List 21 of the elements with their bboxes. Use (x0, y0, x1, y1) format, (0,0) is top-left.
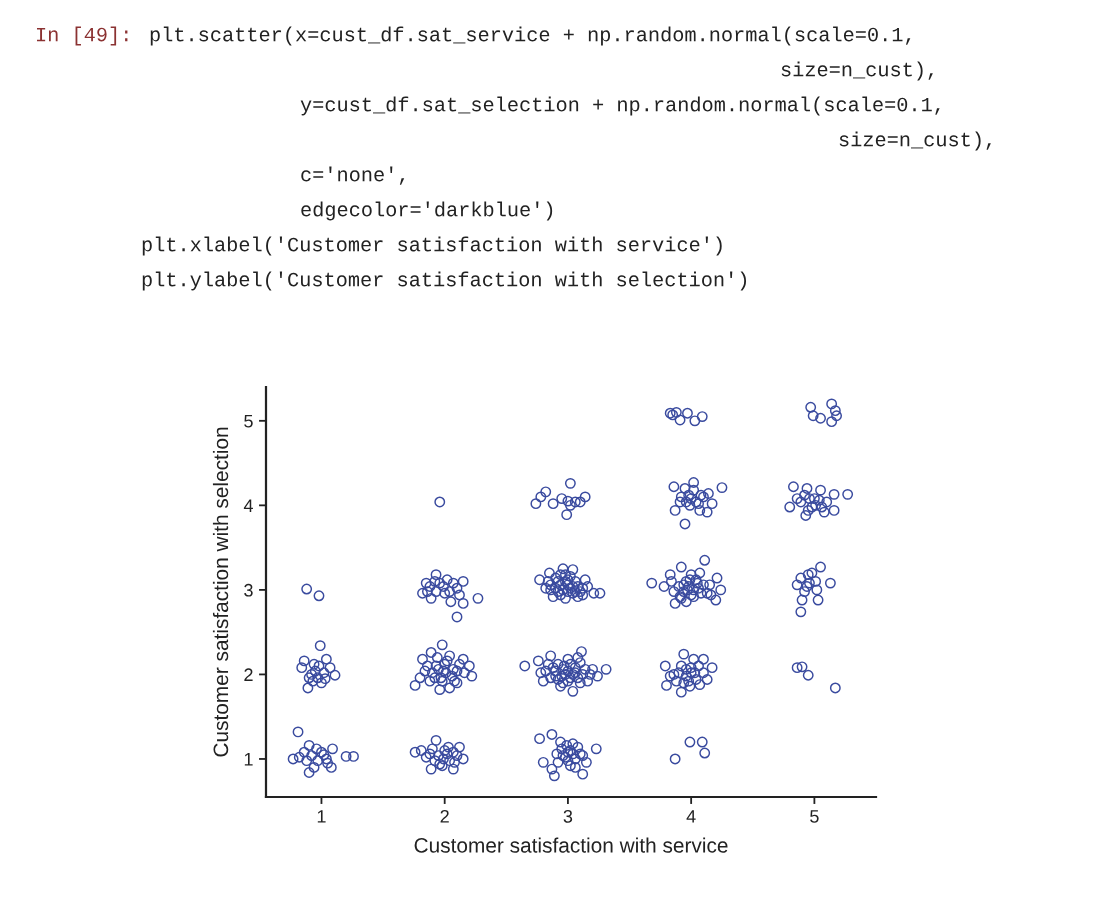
y-axis-title: Customer satisfaction with selection (212, 427, 229, 757)
text: y=cust_df.sat_selection + np.random.normal(scale=0.1, (300, 96, 940, 116)
text: plt.scatter(x=cust_df.sat_service + np.random.normal(scale=0.1, (150, 26, 911, 46)
y-tick-label: 3 (244, 583, 253, 597)
text: size=n_cust), (781, 61, 933, 81)
y-tick-label: 2 (244, 668, 253, 681)
text: edgecolor='darkblue') (301, 201, 553, 221)
y-tick-label: 4 (243, 499, 253, 512)
x-tick-label: 2 (440, 809, 449, 823)
x-tick-label: 4 (686, 810, 696, 823)
x-tick-label: 1 (317, 810, 326, 823)
y-tick-label: 5 (244, 414, 253, 428)
x-axis-title: Customer satisfaction with service (414, 837, 728, 853)
x-tick-label: 5 (810, 810, 819, 823)
text: size=n_cust), (839, 131, 991, 151)
text: c='none', (301, 166, 405, 185)
x-tick-label: 3 (563, 809, 573, 823)
text: plt.ylabel('Customer satisfaction with selection') (142, 271, 747, 291)
text: plt.xlabel('Customer satisfaction with service') (142, 236, 722, 256)
text: In [49]: (37, 26, 128, 46)
y-tick-label: 1 (244, 753, 253, 766)
